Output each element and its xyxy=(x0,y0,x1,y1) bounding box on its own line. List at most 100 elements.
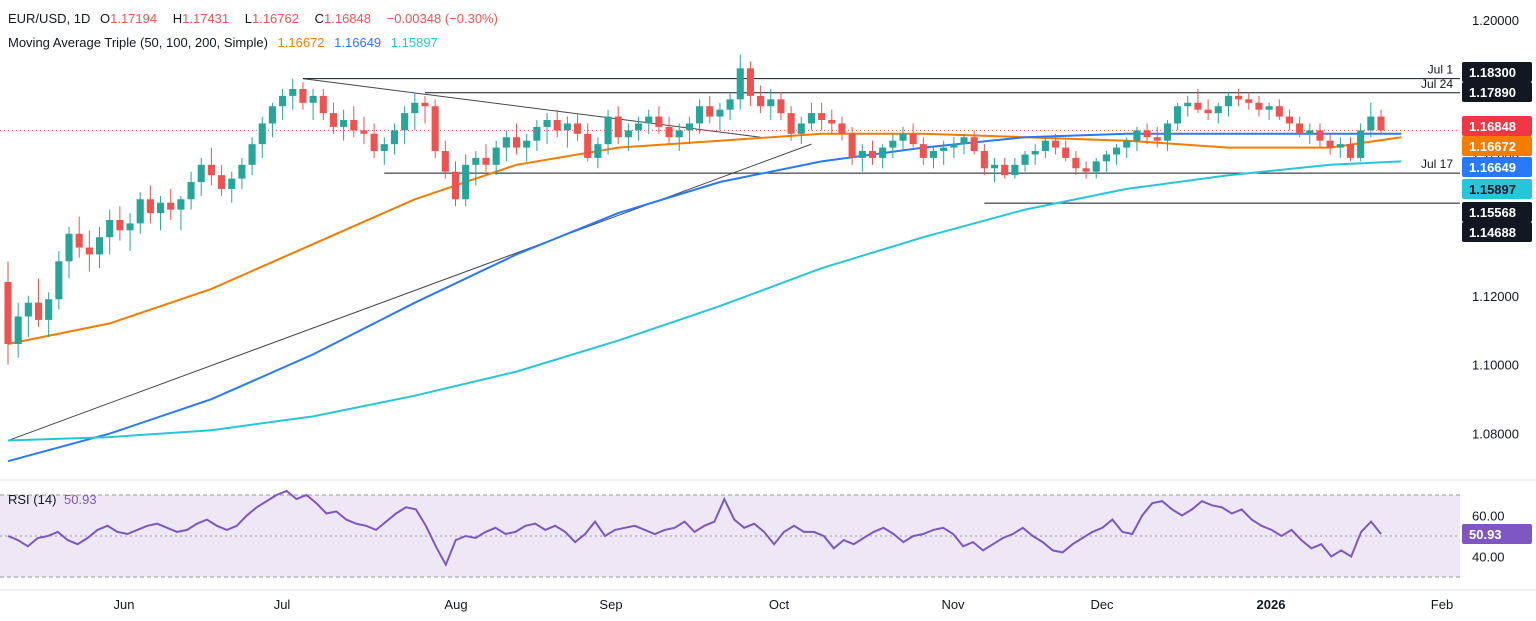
candle-body xyxy=(1133,130,1141,141)
candle-body xyxy=(573,123,582,134)
price-badge xyxy=(1462,157,1532,177)
ma-line xyxy=(7,160,1402,442)
symbol-label[interactable]: EUR/USD, 1D xyxy=(8,11,91,26)
candle-body xyxy=(868,151,877,158)
candle-body xyxy=(75,233,83,248)
price-badge-label: 1.15897 xyxy=(1469,182,1516,197)
candle-body xyxy=(512,137,521,148)
close-key: C xyxy=(314,11,324,26)
candle-body xyxy=(645,116,653,124)
candle-body xyxy=(757,95,765,107)
price-badge-label: 1.15568 xyxy=(1469,205,1516,220)
candle-body xyxy=(726,99,734,110)
candle-body xyxy=(1143,130,1151,138)
candle-body xyxy=(696,106,704,124)
change-value: −0.00348 (−0.30%) xyxy=(386,11,498,26)
candle-body xyxy=(899,133,907,141)
candle-body xyxy=(990,164,999,169)
rsi-value: 50.93 xyxy=(64,492,97,507)
rsi-tick-label: 40.00 xyxy=(1472,550,1505,565)
candle-body xyxy=(1316,130,1324,141)
candle-body xyxy=(350,120,358,131)
ma-title[interactable]: Moving Average Triple (50, 100, 200, Sim… xyxy=(8,35,268,50)
candle-body xyxy=(1092,161,1100,172)
candle-body xyxy=(523,140,531,148)
candle-body xyxy=(1367,116,1375,131)
low-key: L xyxy=(244,11,252,26)
candle-body xyxy=(248,144,256,165)
candle-body xyxy=(34,302,43,320)
candle-body xyxy=(309,95,317,103)
high-key: H xyxy=(172,11,183,26)
ma-header: Moving Average Triple (50, 100, 200, Sim… xyxy=(8,35,444,50)
price-badge-label: 1.17890 xyxy=(1469,85,1516,100)
candle-body xyxy=(1062,147,1070,158)
candle-body xyxy=(462,164,470,200)
candle-body xyxy=(167,202,175,210)
x-tick-label: Dec xyxy=(1090,597,1114,612)
candle-body xyxy=(1255,102,1263,110)
candle-body xyxy=(614,116,622,138)
candle-body xyxy=(543,120,551,127)
candle-body xyxy=(421,102,429,107)
candle-body xyxy=(848,133,856,158)
x-tick-label: Oct xyxy=(769,597,790,612)
candle-body xyxy=(126,223,134,231)
ma100-value: 1.16649 xyxy=(334,35,382,50)
price-badge xyxy=(1462,62,1532,82)
candle-body xyxy=(1377,116,1385,131)
candle-body xyxy=(736,68,744,100)
candle-body xyxy=(1336,144,1344,148)
candle-body xyxy=(4,281,12,345)
candle-body xyxy=(950,144,958,148)
rsi-title[interactable]: RSI (14) xyxy=(8,492,57,507)
ma-line xyxy=(7,132,1402,345)
rsi-badge-label: 50.93 xyxy=(1469,527,1502,542)
candle-body xyxy=(268,106,276,124)
ma-line xyxy=(7,132,1402,463)
candle-body xyxy=(685,123,693,131)
candle-body xyxy=(706,106,714,117)
candle-body xyxy=(482,157,490,165)
candle-body xyxy=(909,133,917,145)
candle-body xyxy=(1184,102,1192,107)
ma200-value: 1.15897 xyxy=(390,35,438,50)
candle-body xyxy=(238,164,246,179)
x-tick-label: Jul xyxy=(274,597,291,612)
candle-body xyxy=(136,199,144,224)
rsi-header: RSI (14) 50.93 xyxy=(8,492,97,507)
open-value: 1.17194 xyxy=(110,11,158,26)
close-value: 1.16848 xyxy=(324,11,371,26)
candle-body xyxy=(1174,106,1182,124)
candle-body xyxy=(1296,123,1304,134)
x-tick-label: Aug xyxy=(444,597,467,612)
candle-body xyxy=(1123,140,1131,148)
price-badge-label: 1.16649 xyxy=(1469,160,1516,175)
candle-body xyxy=(787,113,795,134)
candle-body xyxy=(1245,99,1253,103)
candle-body xyxy=(45,299,53,320)
candle-body xyxy=(797,123,805,134)
candle-body xyxy=(1041,140,1049,152)
candle-body xyxy=(858,151,866,158)
candle-body xyxy=(197,164,205,183)
candle-body xyxy=(340,120,348,127)
level-label: Jul 1 xyxy=(1428,63,1454,77)
symbol-header: EUR/USD, 1D O1.17194 H1.17431 L1.16762 C… xyxy=(8,11,504,26)
candle-body xyxy=(1031,151,1039,155)
candle-body xyxy=(1265,106,1273,110)
x-tick-label: Feb xyxy=(1431,597,1453,612)
candle-body xyxy=(218,175,226,189)
candle-body xyxy=(156,202,165,214)
candle-body xyxy=(1194,102,1202,110)
candle-body xyxy=(177,199,185,210)
candle-body xyxy=(380,144,388,152)
candle-body xyxy=(635,123,643,131)
y-tick-label: 1.08000 xyxy=(1472,427,1519,442)
level-label: Jul 24 xyxy=(1421,77,1453,91)
candle-body xyxy=(187,182,195,200)
open-key: O xyxy=(99,11,111,26)
candle-body xyxy=(604,116,612,145)
candle-body xyxy=(1001,164,1009,176)
